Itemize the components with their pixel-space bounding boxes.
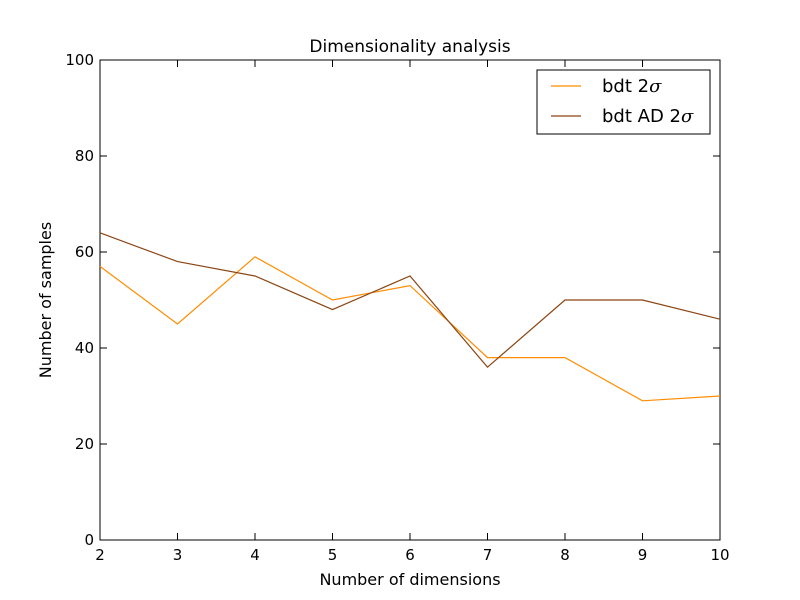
chart-title: Dimensionality analysis: [309, 37, 510, 57]
series-line-1: [99, 232, 721, 369]
x-tick-label: 3: [173, 546, 183, 564]
legend-label-bdt-2sigma: bdt 2σ: [602, 76, 662, 97]
y-tick-label: 100: [65, 51, 94, 69]
legend: bdt 2σ bdt AD 2σ: [536, 69, 711, 135]
y-tick-label: 20: [75, 435, 94, 453]
x-tick-label: 8: [560, 546, 570, 564]
legend-label-bdt-ad-2sigma: bdt AD 2σ: [602, 106, 694, 127]
x-tick-label: 9: [638, 546, 648, 564]
series-layer: [99, 232, 721, 402]
legend-box: [536, 69, 711, 135]
x-tick-label: 10: [710, 546, 729, 564]
x-tick-label: 6: [405, 546, 415, 564]
series-line-0: [99, 256, 721, 402]
x-axis-label: Number of dimensions: [319, 570, 500, 589]
y-tick-label: 0: [84, 531, 94, 549]
y-tick-label: 80: [75, 147, 94, 165]
x-tick-label: 2: [95, 546, 105, 564]
x-tick-label: 5: [328, 546, 338, 564]
x-tick-label: 4: [250, 546, 260, 564]
y-axis-label: Number of samples: [36, 222, 55, 378]
y-tick-label: 40: [75, 339, 94, 357]
x-tick-label: 7: [483, 546, 493, 564]
y-tick-label: 60: [75, 243, 94, 261]
